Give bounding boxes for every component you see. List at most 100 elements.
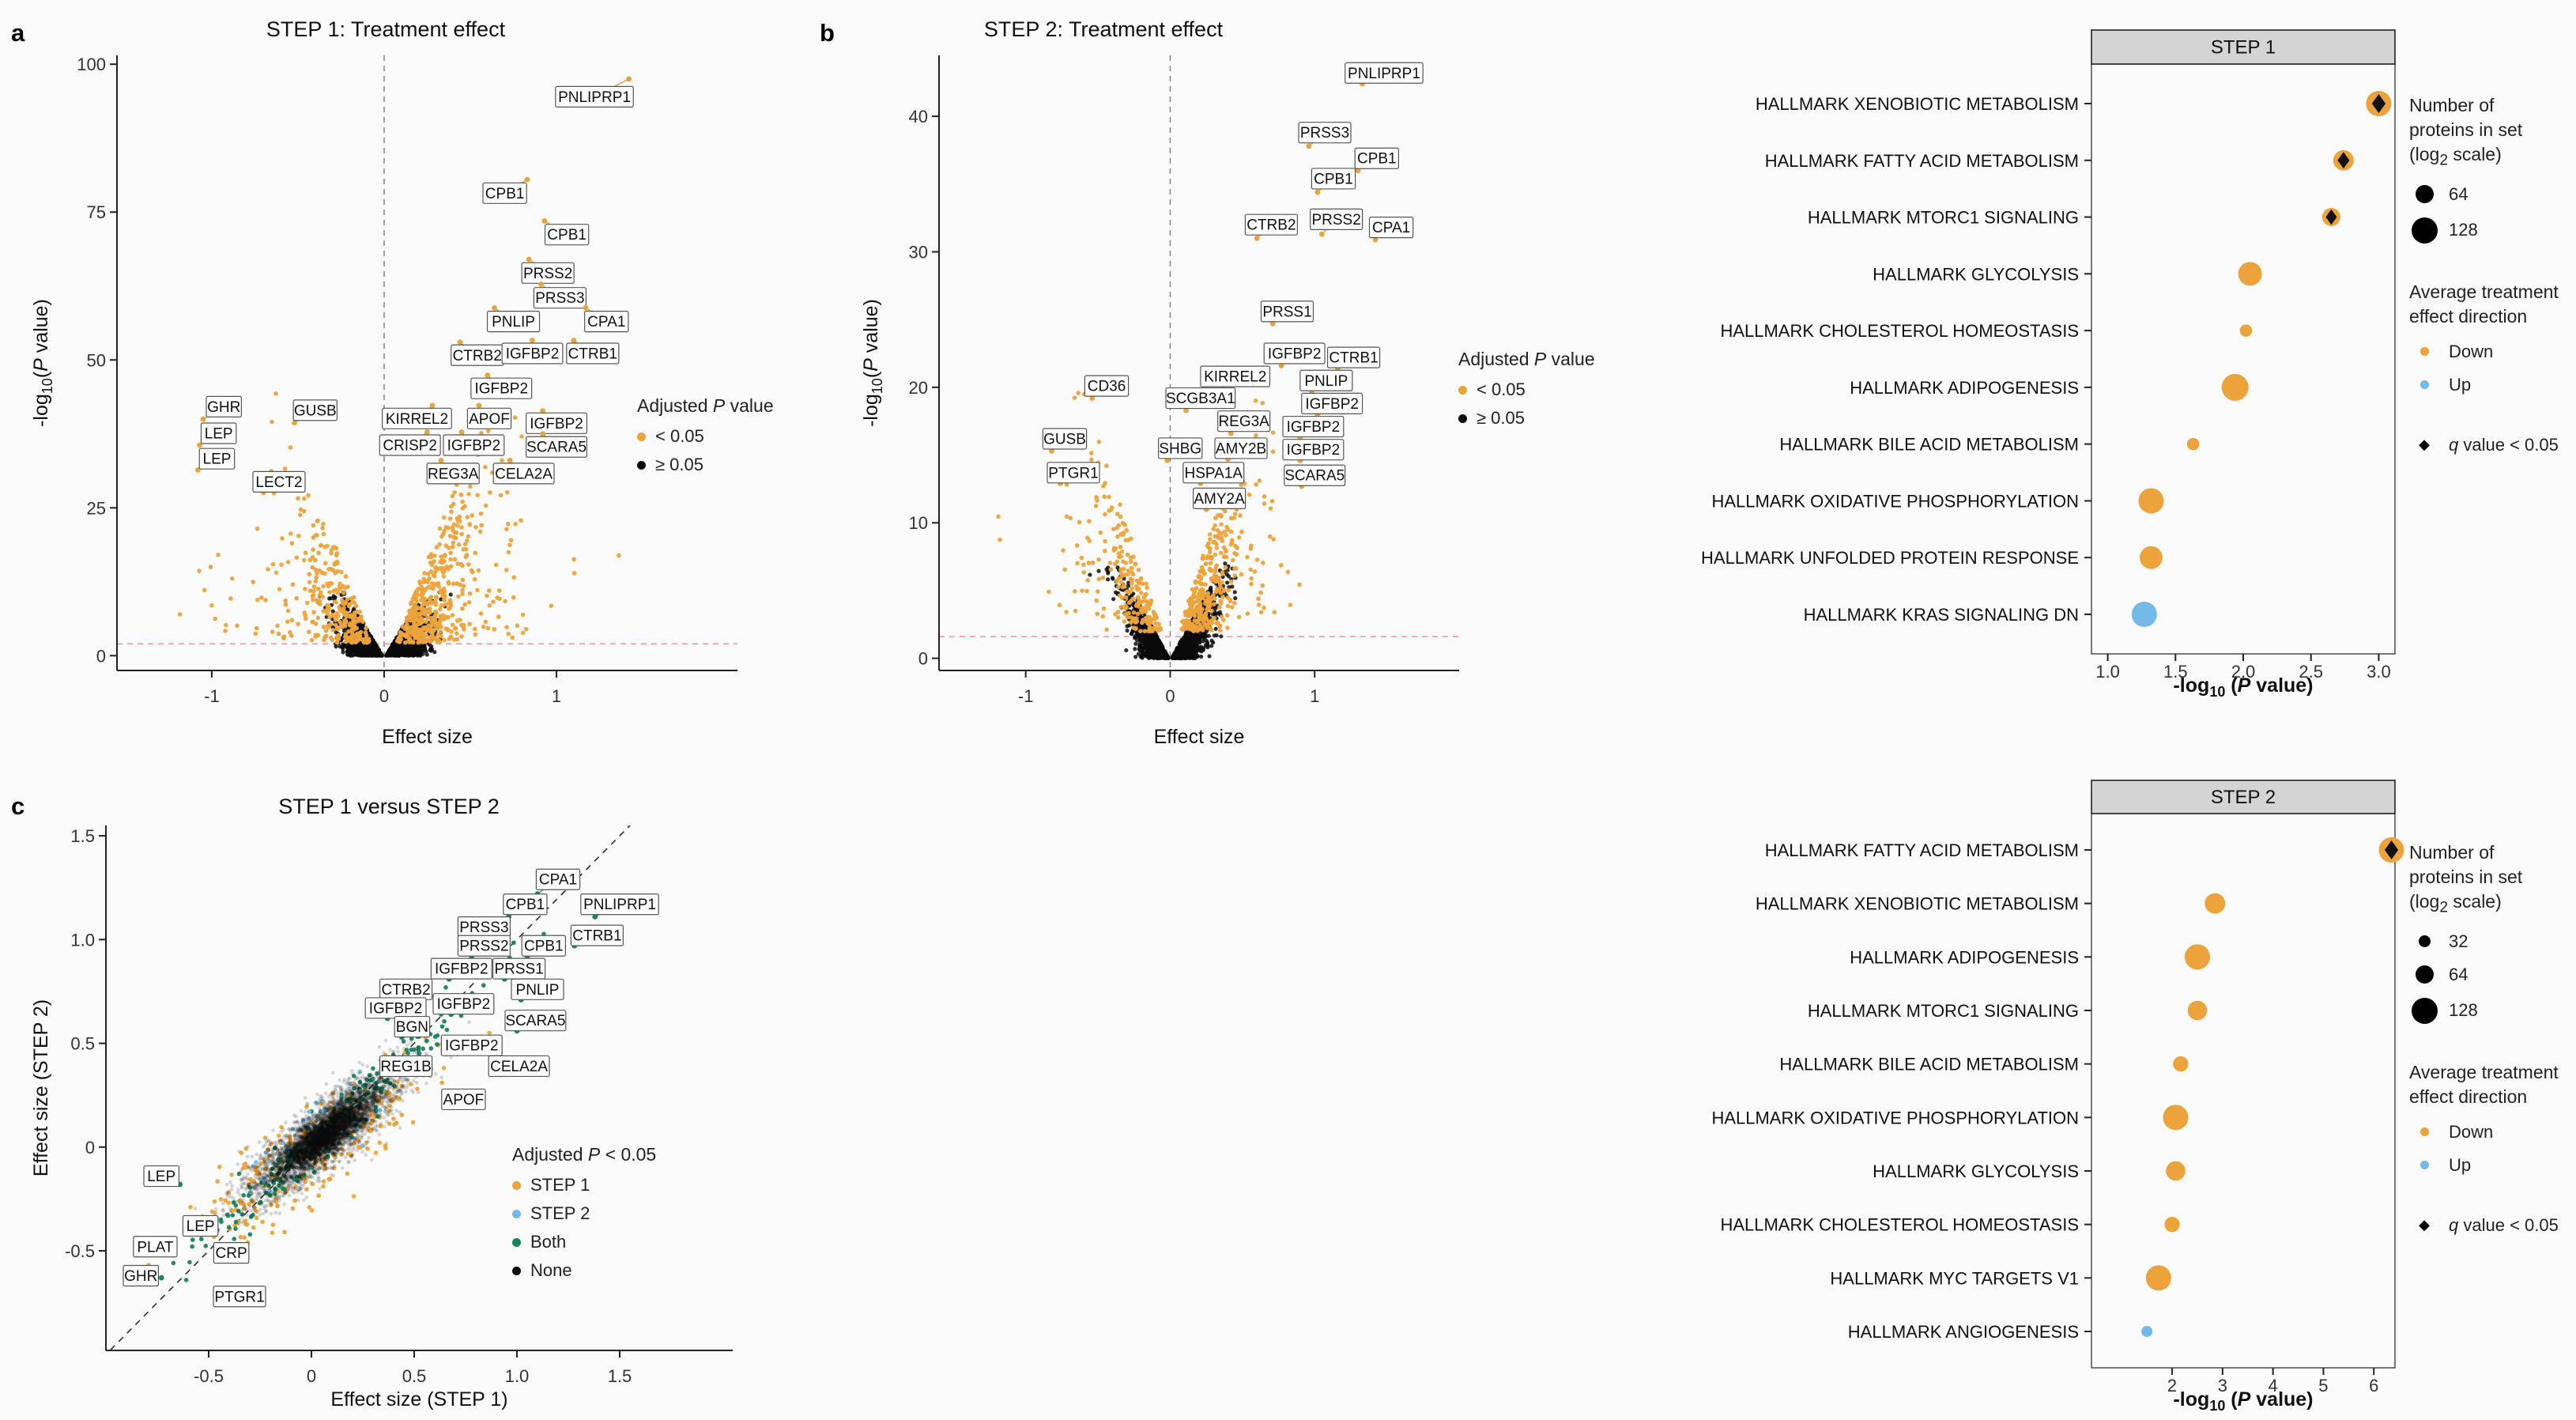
facet-header-title: STEP 1	[2211, 37, 2276, 59]
diamond-icon: ◆	[2419, 1217, 2430, 1233]
gene-label-box	[1192, 487, 1247, 509]
gene-label: PTGR1	[214, 1289, 264, 1305]
gene-label-box	[143, 1165, 180, 1188]
x-axis-title: Effect size (STEP 1)	[330, 1388, 507, 1411]
gene-label-box	[486, 311, 541, 333]
gene-point	[424, 429, 430, 435]
gene-label-box	[123, 1264, 160, 1287]
gene-label: LEP	[203, 451, 232, 468]
direction-legend-title: Average treatment effect direction	[2409, 1061, 2559, 1107]
gene-point	[1269, 320, 1276, 327]
q-diamond-icon	[2325, 209, 2337, 225]
gene-label-box	[1182, 462, 1245, 484]
gene-point	[485, 372, 491, 379]
gene-label-box	[1354, 147, 1400, 169]
gene-point	[492, 305, 497, 311]
gene-label-box	[533, 287, 587, 309]
gene-label-box	[133, 1236, 178, 1258]
gene-label-box	[570, 924, 624, 946]
size-legend-title: Number of proteins in set (log2 scale)	[2409, 842, 2523, 916]
gene-point	[1049, 448, 1054, 454]
gene-label-box	[379, 434, 441, 456]
svg-text:25: 25	[87, 498, 106, 518]
legend-item-none: None	[512, 1260, 656, 1281]
gene-label-box	[1047, 462, 1100, 484]
pathway-label: HALLMARK BILE ACID METABOLISM	[1779, 435, 2079, 455]
gene-label-box	[1282, 439, 1345, 461]
pathway-dot	[2239, 324, 2253, 337]
gene-label: CTRB1	[1329, 350, 1378, 367]
qvalue-legend: ◆ q value < 0.05	[2419, 434, 2559, 455]
gene-label-box	[503, 893, 548, 916]
gene-label: IGFBP2	[530, 416, 583, 432]
gene-point	[476, 402, 482, 409]
pathway-dot	[2184, 944, 2210, 970]
gene-label: PLAT	[137, 1239, 174, 1256]
gene-label-box	[1084, 375, 1130, 397]
gene-label-box	[1217, 410, 1271, 432]
gene-label: CELA2A	[495, 466, 553, 482]
diamond-icon: ◆	[2419, 436, 2430, 453]
gene-label-box	[511, 978, 564, 1000]
legend-item-significant: < 0.05	[637, 426, 774, 447]
gene-label: PNLIP	[492, 314, 535, 330]
gene-label: SCARA5	[1284, 468, 1345, 485]
gene-label: CTRB2	[1247, 217, 1296, 234]
gene-label-box	[1326, 346, 1381, 368]
gene-label: CD36	[1088, 379, 1126, 395]
panel-b-legend: Adjusted P value < 0.05 ≥ 0.05	[1458, 349, 1595, 429]
pathway-label: HALLMARK ANGIOGENESIS	[1848, 1322, 2079, 1342]
pathway-label: HALLMARK GLYCOLYSIS	[1873, 264, 2079, 284]
facet-header	[2091, 780, 2396, 814]
gene-label: CPA1	[1372, 220, 1410, 236]
x-axis-title: -log10 (P value)	[2173, 674, 2313, 700]
legend-title: Adjusted P < 0.05	[512, 1144, 657, 1165]
gene-label: IGFBP2	[506, 346, 560, 363]
facet-header	[2091, 29, 2396, 65]
pathway-dot	[2141, 1326, 2153, 1337]
gene-label: IGFBP2	[435, 961, 488, 978]
gene-point	[530, 338, 535, 343]
gene-label: IGFBP2	[1268, 346, 1322, 363]
gene-point	[524, 176, 530, 183]
gene-point	[583, 305, 589, 311]
gene-label: PTGR1	[1048, 465, 1098, 482]
legend-item-nonsignificant: ≥ 0.05	[637, 455, 774, 475]
gene-label-box	[441, 1088, 486, 1111]
gene-label: PNLIPRP1	[558, 89, 631, 106]
pathway-label: HALLMARK UNFOLDED PROTEIN RESPONSE	[1701, 548, 2079, 568]
gene-label: IGFBP2	[474, 381, 528, 398]
direction-item-up: Up	[2409, 375, 2576, 395]
legend-title: Adjusted P value	[1458, 349, 1595, 369]
gene-point	[541, 218, 548, 224]
gene-label-box	[213, 1242, 250, 1264]
gene-point	[1355, 168, 1361, 174]
svg-text:100: 100	[77, 55, 106, 74]
gene-label: IGFBP2	[1305, 396, 1359, 413]
gene-label-box	[182, 1214, 219, 1237]
orange-dot-icon	[1458, 385, 1467, 395]
pathway-dot	[2140, 546, 2163, 569]
size-legend-title: Number of proteins in set (log2 scale)	[2409, 95, 2523, 169]
gene-label: PNLIPRP1	[1348, 66, 1420, 82]
gene-label-box	[535, 868, 581, 890]
pathway-dot	[2238, 262, 2262, 286]
y-axis-title: -log10(P value)	[860, 299, 885, 427]
gene-point	[197, 442, 203, 448]
gene-label-box	[1311, 168, 1356, 190]
gene-point	[292, 420, 297, 425]
gene-label-box	[466, 407, 512, 429]
gene-label-box	[440, 1034, 503, 1056]
gene-label: CTRB1	[572, 928, 621, 945]
gene-point	[438, 458, 444, 463]
pathway-dot	[2138, 488, 2164, 514]
panel-b-title: STEP 2: Treatment effect	[983, 17, 1224, 41]
gene-label: CRP	[216, 1245, 247, 1262]
gene-label-box	[1298, 122, 1352, 144]
gene-label-box	[379, 1055, 433, 1078]
volcano-step2-points	[939, 55, 1459, 670]
gene-label-box	[432, 993, 495, 1015]
up-dot-icon	[2419, 1161, 2429, 1170]
size-64-icon	[2415, 185, 2434, 204]
